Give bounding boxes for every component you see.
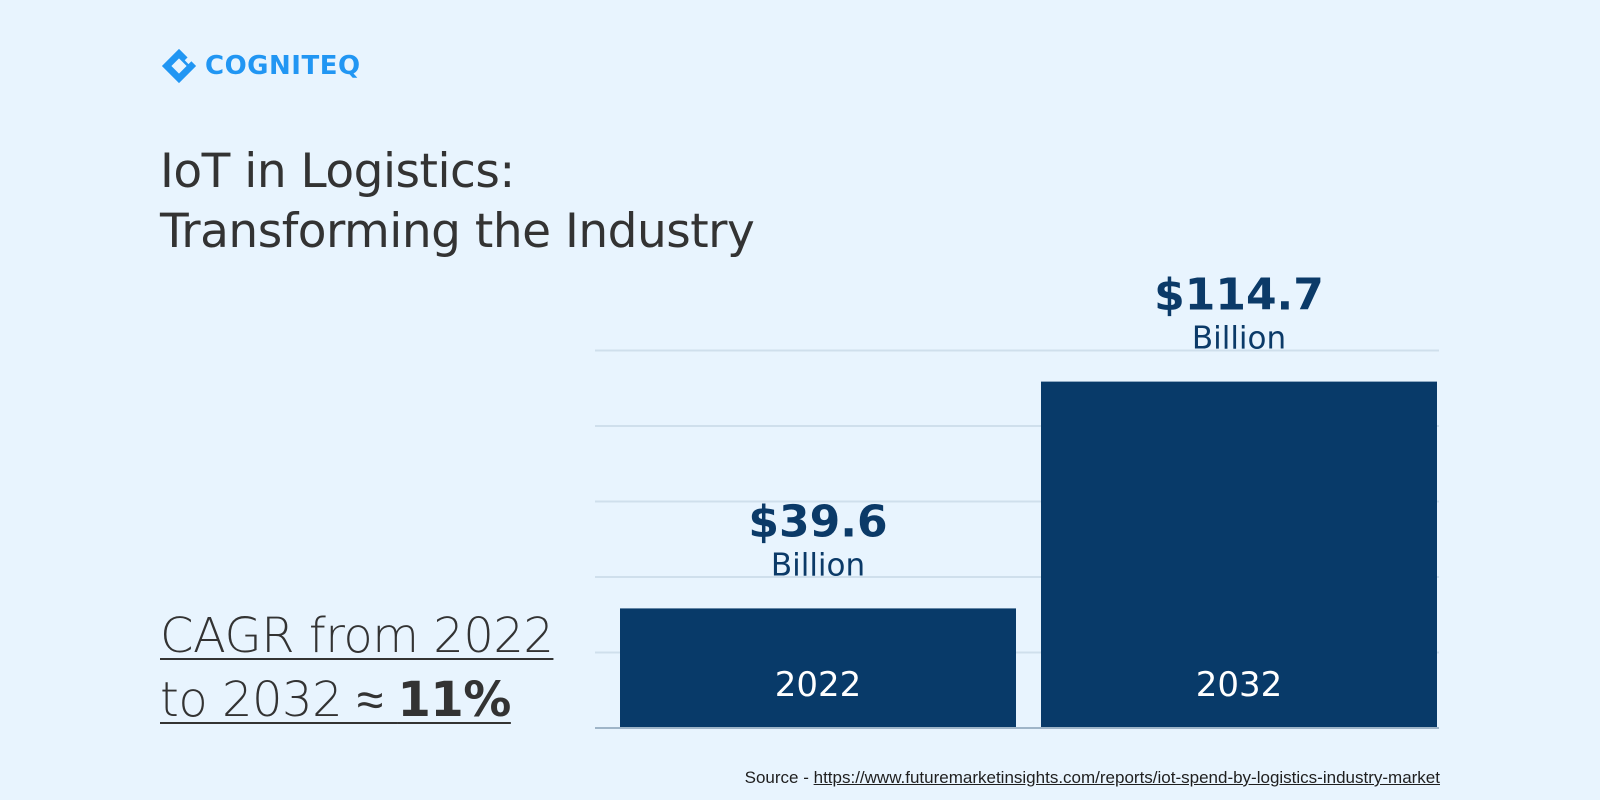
bar-2022 — [620, 608, 1016, 728]
brand-name: COGNITEQ — [205, 51, 361, 81]
source-note: Source - https://www.futuremarketinsight… — [745, 768, 1440, 788]
category-label-2032: 2032 — [1196, 665, 1283, 705]
title-line-1: IoT in Logistics: — [160, 144, 515, 199]
value-label-2022: $39.6 — [748, 496, 887, 547]
unit-label-2022: Billion — [771, 547, 865, 583]
cagr-line-2-prefix: to 2032 ≈ — [160, 672, 398, 728]
source-label: Source - — [744, 768, 814, 787]
cagr-summary: CAGR from 2022 to 2032 ≈ 11% — [160, 604, 554, 732]
unit-label-2032: Billion — [1192, 321, 1286, 357]
value-label-2032: $114.7 — [1154, 270, 1324, 321]
cagr-line-2: to 2032 ≈ 11% — [160, 668, 511, 732]
page-title: IoT in Logistics: Transforming the Indus… — [160, 142, 755, 262]
category-label-2022: 2022 — [775, 665, 862, 705]
cogniteq-diamond-logo-icon — [161, 48, 197, 84]
title-line-2: Transforming the Industry — [160, 204, 755, 259]
bar-2032 — [1041, 381, 1437, 728]
cagr-line-1: CAGR from 2022 — [160, 608, 554, 664]
cagr-value: 11% — [397, 672, 511, 728]
source-link[interactable]: https://www.futuremarketinsights.com/rep… — [813, 768, 1440, 787]
brand-logo: COGNITEQ — [160, 47, 361, 85]
